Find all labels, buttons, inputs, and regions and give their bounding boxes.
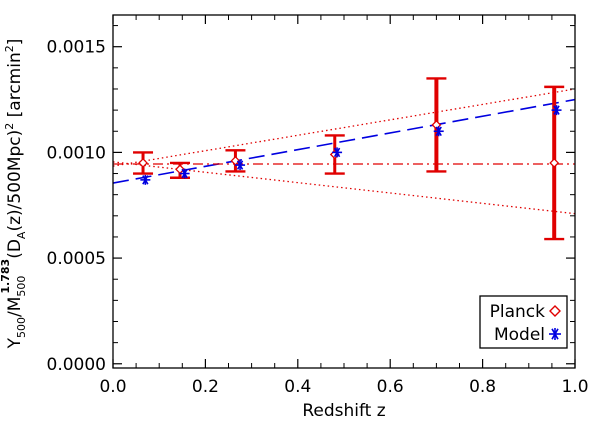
model-asterisk-3 (332, 147, 343, 158)
error-bars (133, 77, 565, 241)
data-markers (138, 105, 562, 185)
x-tick-label: 0.8 (469, 377, 496, 397)
ylabel-unit-sq: 2 (3, 45, 16, 52)
axis-ticks (112, 15, 576, 368)
y-axis-label: Y500/M5001.783(DA(z)/500Mpc)2 [arcmin2] (0, 39, 28, 350)
legend-diamond-shape (549, 305, 561, 317)
legend-asterisk-icon (549, 328, 561, 340)
ylabel-y: Y (5, 337, 25, 349)
line-dashed-fit (112, 98, 576, 184)
legend-asterisk-shape (549, 328, 561, 340)
model-asterisk-5 (551, 105, 562, 116)
ylabel-m-sup: 1.783 (0, 259, 12, 294)
line-dotted-lower (112, 161, 576, 215)
plot-lines (112, 88, 576, 215)
ylabel-unit-open: [arcmin (5, 52, 25, 122)
y-tick-label: 0.0010 (47, 143, 106, 163)
planck-diamond-5 (549, 158, 560, 168)
model-asterisk-1 (179, 168, 190, 179)
y-tick-label: 0.0000 (47, 355, 106, 375)
ylabel-unit-close: ] (5, 39, 25, 46)
legend-label-model: Model (494, 325, 545, 345)
ylabel-slash: /M (5, 297, 25, 317)
ylabel-m-sub: 500 (15, 276, 28, 297)
model-asterisk-0 (140, 174, 151, 185)
x-tick-label: 1.0 (561, 377, 588, 397)
ylabel-y-sub: 500 (15, 317, 28, 338)
legend-diamond-icon (549, 305, 561, 317)
ylabel-sq: 2 (3, 123, 16, 130)
ylabel-tail: (z)/500Mpc) (5, 130, 25, 232)
legend: Planck Model (479, 295, 568, 349)
x-axis-label: Redshift z (302, 401, 385, 421)
y-tick-label: 0.0005 (47, 249, 106, 269)
model-asterisk-2 (235, 160, 246, 171)
model-asterisk-4 (433, 126, 444, 137)
planck-diamond-0 (138, 158, 148, 168)
x-tick-label: 0.6 (377, 377, 404, 397)
x-tick-label: 0.4 (284, 377, 311, 397)
x-tick-label: 0.0 (99, 377, 126, 397)
line-dotted-upper (112, 88, 576, 167)
ylabel-d-sub: A (15, 231, 28, 239)
legend-label-planck: Planck (490, 302, 546, 322)
x-tick-label: 0.2 (192, 377, 219, 397)
y-tick-label: 0.0015 (47, 38, 106, 58)
ylabel-paren: (D (5, 239, 25, 259)
